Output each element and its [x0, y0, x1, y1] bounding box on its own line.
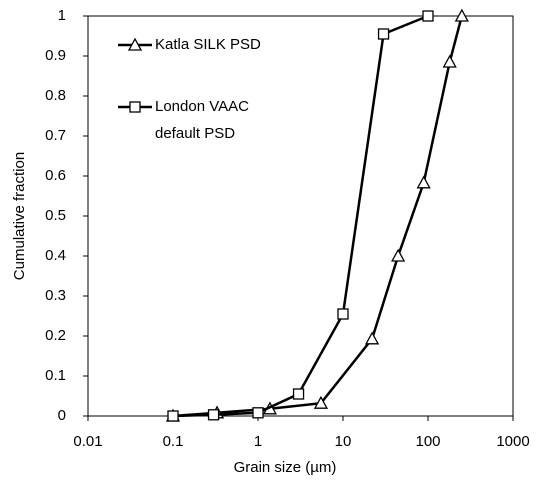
- square-marker: [252, 407, 264, 419]
- triangle-marker: [391, 248, 406, 262]
- square-marker: [129, 101, 141, 113]
- y-tick-label: 0.6: [45, 167, 66, 184]
- x-tick-label: 10: [335, 433, 352, 450]
- triangle-marker: [454, 8, 469, 22]
- y-tick-label: 1: [58, 7, 66, 24]
- square-marker: [422, 10, 434, 22]
- series-line: [172, 14, 429, 418]
- y-tick-label: 0: [58, 407, 66, 424]
- triangle-marker: [416, 175, 431, 189]
- legend-label: London VAAC default PSD: [155, 98, 249, 142]
- square-marker: [337, 308, 349, 320]
- triangle-marker: [442, 54, 457, 68]
- y-tick-label: 0.2: [45, 327, 66, 344]
- x-tick-label: 1: [254, 433, 262, 450]
- x-axis-title: Grain size (µm): [234, 459, 337, 476]
- y-tick-label: 0.1: [45, 367, 66, 384]
- y-axis-title: Cumulative fraction: [11, 152, 28, 280]
- triangle-marker: [127, 37, 143, 51]
- y-tick-label: 0.4: [45, 247, 66, 264]
- x-tick-label: 0.1: [163, 433, 184, 450]
- x-tick-label: 100: [415, 433, 440, 450]
- square-marker: [167, 410, 179, 422]
- plot-frame: [87, 15, 514, 417]
- square-marker: [292, 388, 305, 400]
- y-tick-label: 0.9: [45, 47, 66, 64]
- y-tick-label: 0.5: [45, 207, 66, 224]
- square-marker: [377, 28, 390, 40]
- series-line: [172, 15, 464, 418]
- y-tick-label: 0.8: [45, 87, 66, 104]
- triangle-marker: [313, 395, 329, 409]
- y-tick-label: 0.7: [45, 127, 66, 144]
- legend-label: Katla SILK PSD: [155, 36, 261, 53]
- x-tick-label: 1000: [496, 433, 529, 450]
- x-tick-label: 0.01: [73, 433, 102, 450]
- triangle-marker: [365, 331, 380, 345]
- y-tick-label: 0.3: [45, 287, 66, 304]
- square-marker: [207, 409, 220, 421]
